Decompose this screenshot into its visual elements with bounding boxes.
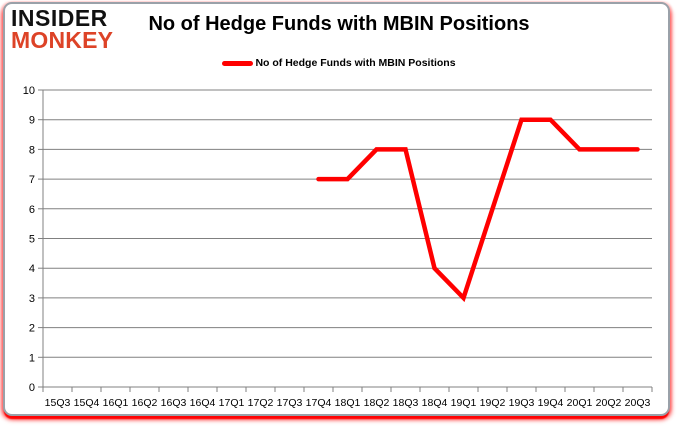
legend-line-swatch-icon	[222, 60, 254, 66]
x-tick-label: 18Q3	[393, 397, 419, 409]
x-tick-label: 19Q4	[538, 397, 564, 409]
y-tick-label: 10	[23, 85, 35, 97]
y-tick-label: 5	[29, 234, 35, 246]
x-tick-label: 16Q1	[103, 397, 129, 409]
y-tick-label: 3	[29, 293, 35, 305]
x-tick-label: 19Q2	[480, 397, 506, 409]
insider-monkey-logo: INSIDER MONKEY	[11, 5, 114, 53]
y-tick-label: 1	[29, 352, 35, 364]
x-tick-label: 15Q3	[45, 397, 71, 409]
x-tick-label: 15Q4	[74, 397, 100, 409]
y-tick-label: 4	[29, 263, 35, 275]
x-tick-label: 16Q3	[161, 397, 187, 409]
y-tick-label: 0	[29, 382, 35, 394]
x-tick-label: 20Q2	[596, 397, 622, 409]
y-tick-label: 2	[29, 323, 35, 335]
y-tick-label: 8	[29, 144, 35, 156]
x-tick-label: 18Q1	[335, 397, 361, 409]
logo-line-insider: INSIDER	[11, 5, 108, 31]
x-tick-label: 16Q4	[190, 397, 216, 409]
x-tick-label: 16Q2	[132, 397, 158, 409]
x-tick-label: 19Q3	[509, 397, 535, 409]
legend: No of Hedge Funds with MBIN Positions	[0, 57, 678, 69]
x-tick-label: 17Q2	[248, 397, 274, 409]
x-tick-label: 17Q1	[219, 397, 245, 409]
y-tick-label: 7	[29, 174, 35, 186]
x-tick-label: 17Q4	[306, 397, 332, 409]
logo-line-monkey: MONKEY	[11, 27, 114, 53]
x-tick-label: 17Q3	[277, 397, 303, 409]
y-tick-label: 9	[29, 115, 35, 127]
x-tick-label: 18Q2	[364, 397, 390, 409]
legend-label: No of Hedge Funds with MBIN Positions	[255, 57, 456, 69]
x-tick-label: 19Q1	[451, 397, 477, 409]
y-tick-label: 6	[29, 204, 35, 216]
x-tick-label: 20Q3	[625, 397, 651, 409]
x-tick-label: 18Q4	[422, 397, 448, 409]
x-tick-label: 20Q1	[567, 397, 593, 409]
